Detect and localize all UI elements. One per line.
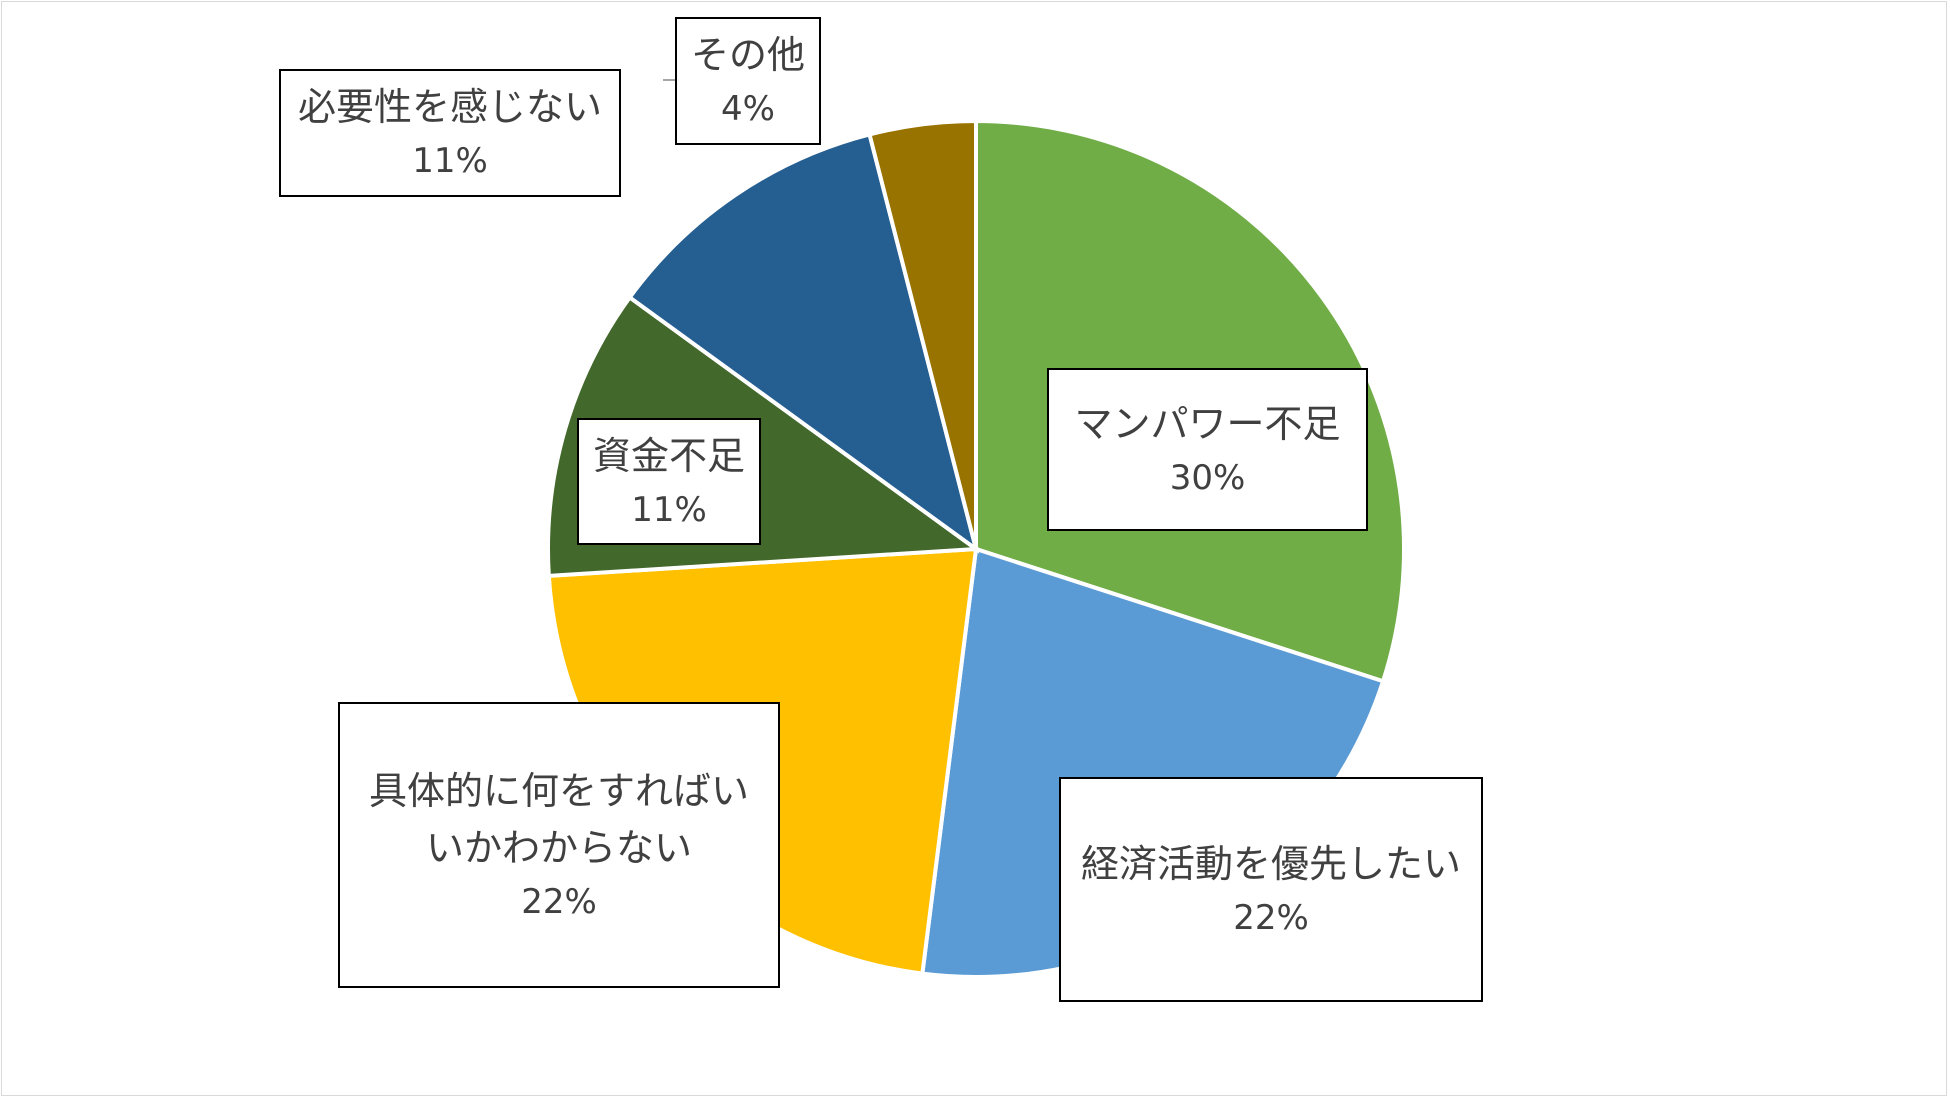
data-label-name: マンパワー不足: [1074, 401, 1341, 446]
data-label-percent: 4%: [721, 89, 775, 129]
data-label-percent: 22%: [1233, 897, 1309, 938]
data-label-keizai: 経済活動を優先したい 22%: [1059, 777, 1483, 1002]
data-label-name: 経済活動を優先したい: [1080, 841, 1461, 886]
data-label-name: 具体的に何をすればい いかわからない: [368, 768, 749, 870]
data-label-manpower: マンパワー不足 30%: [1047, 368, 1368, 531]
data-label-gutaiteki: 具体的に何をすればい いかわからない 22%: [338, 702, 780, 988]
data-label-name: その他: [690, 33, 805, 77]
data-label-percent: 11%: [631, 489, 707, 530]
data-label-name: 必要性を感じない: [297, 85, 602, 129]
data-label-name: 資金不足: [592, 433, 745, 478]
data-label-percent: 30%: [1169, 457, 1246, 498]
data-label-shikin: 資金不足 11%: [577, 418, 761, 545]
data-label-hitsuyousei: 必要性を感じない 11%: [279, 69, 621, 197]
data-label-percent: 11%: [412, 141, 488, 181]
pie-slice-sonota: [867, 118, 978, 550]
data-label-percent: 22%: [521, 881, 597, 922]
pie-slice-hitsuyousei: [626, 132, 980, 554]
data-label-sonota: その他 4%: [675, 17, 821, 145]
